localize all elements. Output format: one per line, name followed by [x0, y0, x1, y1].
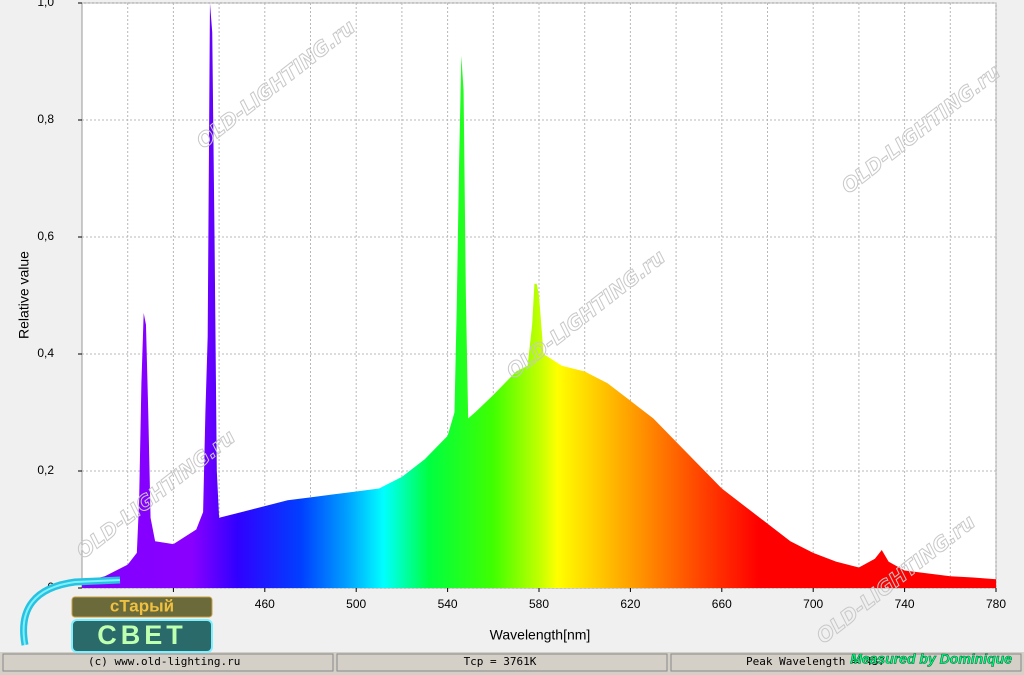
status-text: Tcp = 3761K	[464, 655, 537, 668]
x-tick-label: 540	[438, 597, 458, 611]
x-tick-label: 740	[895, 597, 915, 611]
credit: Measured by Dominique	[850, 651, 1012, 667]
y-tick-label: 1,0	[37, 0, 54, 9]
x-tick-label: 460	[255, 597, 275, 611]
x-tick-label: 660	[712, 597, 732, 611]
y-tick-label: 0,2	[37, 463, 54, 477]
y-tick-label: 0,4	[37, 346, 54, 360]
x-tick-label: 780	[986, 597, 1006, 611]
x-tick-label: 580	[529, 597, 549, 611]
x-tick-label: 620	[620, 597, 640, 611]
y-tick-label: 0,8	[37, 112, 54, 126]
status-text: Peak Wavelength = 437	[746, 655, 885, 668]
logo: сТарый СВЕТ	[20, 576, 213, 653]
logo-top: сТарый	[110, 596, 174, 615]
y-tick-label: 0,6	[37, 229, 54, 243]
marks	[82, 3, 996, 588]
spectrum-area	[82, 3, 996, 588]
status-bar: (c) www.old-lighting.ru Tcp = 3761K Peak…	[0, 652, 1024, 675]
status-text: (c) www.old-lighting.ru	[88, 655, 240, 668]
logo-bottom: СВЕТ	[97, 620, 187, 650]
x-axis-label: Wavelength[nm]	[490, 627, 591, 643]
x-tick-label: 500	[346, 597, 366, 611]
y-axis-label: Relative value	[16, 251, 32, 339]
x-tick-label: 700	[803, 597, 823, 611]
